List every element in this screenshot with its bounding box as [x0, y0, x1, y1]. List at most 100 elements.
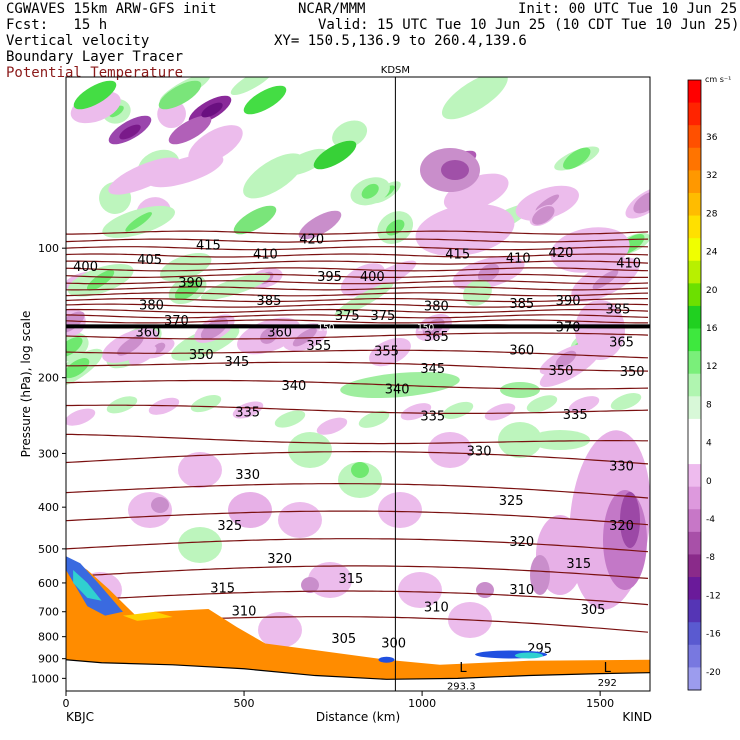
velocity-cell [358, 410, 390, 428]
y-tick-label: 700 [38, 606, 59, 619]
theta-label: 320 [509, 535, 534, 550]
velocity-cell [526, 395, 558, 413]
theta-contour [66, 361, 649, 372]
terrain-line [66, 659, 650, 680]
colorbar-swatch [688, 305, 701, 330]
tracer-blue [378, 656, 395, 663]
colorbar-swatch [688, 147, 701, 171]
theta-label: 310 [424, 600, 449, 615]
velocity-cell [108, 157, 181, 195]
velocity-cell [292, 328, 317, 347]
velocity-cell [148, 397, 180, 415]
velocity-cell [441, 160, 469, 180]
theta-contour [66, 286, 649, 291]
x-tick-label: 0 [63, 697, 70, 710]
colorbar-swatch [688, 554, 701, 578]
colorbar-swatch [688, 486, 701, 510]
colorbar-label: 24 [706, 248, 718, 258]
y-tick-label: 1000 [31, 672, 59, 685]
colorbar-label: -20 [706, 668, 721, 678]
theta-contour [66, 379, 649, 390]
colorbar-swatch [688, 622, 701, 646]
theta-label: 340 [385, 383, 410, 398]
low-marker: L [459, 661, 467, 676]
colorbar-swatch [688, 577, 701, 601]
velocity-cell [178, 527, 222, 563]
velocity-cell [168, 115, 212, 145]
colorbar-swatch [688, 80, 701, 104]
velocity-cell [369, 337, 411, 367]
theta-label: 420 [299, 233, 324, 248]
velocity-cell [441, 77, 508, 120]
theta-label: 310 [232, 604, 257, 619]
velocity-cell [274, 410, 306, 428]
velocity-cell [109, 105, 124, 118]
velocity-cell [201, 102, 223, 118]
theta-contour [66, 292, 649, 297]
theta-label: 380 [139, 298, 164, 313]
theta-label: 300 [381, 636, 406, 651]
colorbar-label: 12 [706, 362, 717, 372]
x-tick-label: 1000 [408, 697, 436, 710]
velocity-cell [442, 401, 474, 419]
theta-label: 375 [335, 309, 360, 324]
colorbar-label: 4 [706, 439, 712, 449]
theta-label: 360 [135, 325, 160, 340]
velocity-cell [232, 401, 264, 419]
tracer-yellow [122, 611, 173, 621]
y-tick-label: 100 [38, 242, 59, 255]
theta-contour [66, 590, 649, 606]
theta-label: 395 [317, 270, 342, 285]
velocity-cell [66, 408, 96, 426]
colorbar-swatch [688, 238, 701, 262]
axes: 0 500 1000 1500 100 200 300 400 500 600 700 800 900 1… [19, 242, 652, 724]
producer-label: NCAR/MMM [298, 1, 366, 17]
colorbar-swatch [688, 283, 701, 307]
velocity-cell [228, 492, 272, 528]
theta-label: 380 [424, 300, 449, 315]
theta-label: 345 [420, 362, 445, 377]
theta-label: 410 [506, 251, 531, 266]
plot-frame [65, 76, 651, 692]
theta-label: 410 [616, 257, 641, 272]
theta-label: 310 [509, 583, 534, 598]
theta-contour [66, 314, 649, 319]
velocity-cell [530, 555, 550, 595]
colorbar-label: 8 [706, 400, 712, 410]
velocity-cell [188, 125, 243, 165]
colorbar-swatch [688, 215, 701, 239]
x-tick-label: 1500 [586, 697, 614, 710]
colorbar-swatch [688, 418, 701, 442]
colorbar-swatch [688, 373, 701, 397]
theta-label: 350 [620, 365, 645, 380]
theta-contour [66, 483, 649, 499]
theta-label: 335 [563, 408, 588, 423]
colorbar-swatch [688, 667, 701, 691]
surface-label: 293.3 [447, 682, 476, 693]
theta-label: 415 [445, 248, 470, 263]
velocity-cell [633, 191, 650, 214]
field-vertical-velocity: Vertical velocity [6, 33, 150, 49]
velocity-cell [332, 120, 368, 149]
y-tick-label: 200 [38, 372, 59, 385]
velocity-cell [66, 311, 85, 334]
theta-contour [66, 260, 649, 265]
velocity-cell [484, 403, 516, 421]
theta-label: 330 [609, 459, 634, 474]
theta-label: 390 [556, 294, 581, 309]
velocity-cell [334, 282, 394, 317]
velocity-cell [378, 492, 422, 528]
theta-label: 385 [509, 297, 534, 312]
velocity-cell [498, 422, 542, 458]
theta-contour [66, 267, 649, 272]
model-title: CGWAVES 15km ARW-GFS init [6, 1, 217, 17]
theta-contour [66, 451, 649, 465]
colorbar-frame [687, 79, 702, 691]
theta-label: 385 [606, 302, 631, 317]
velocity-cell [158, 80, 202, 110]
velocity-cell [568, 396, 600, 414]
x-tick-label: 500 [234, 697, 255, 710]
colorbar-swatch [688, 464, 701, 488]
colorbar-unit: cm s⁻¹ [705, 75, 731, 84]
theta-label: 345 [225, 355, 250, 370]
